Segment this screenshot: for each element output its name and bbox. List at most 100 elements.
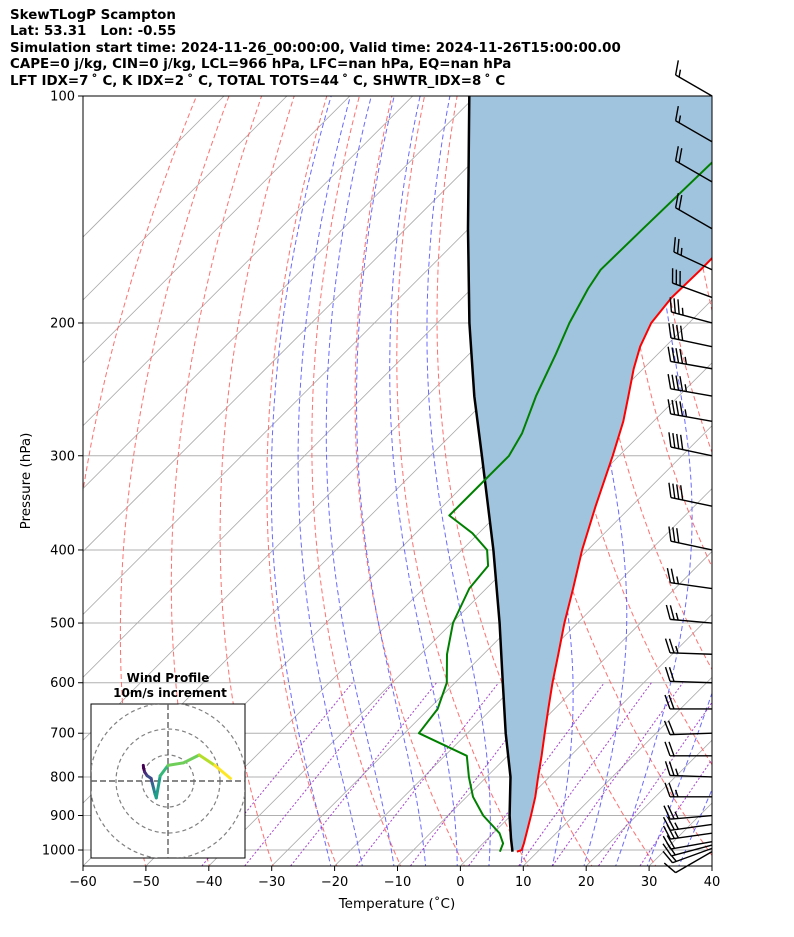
wind-barb-shaft	[670, 360, 713, 370]
wind-barb	[663, 805, 713, 820]
wind-barb	[668, 482, 713, 507]
simulation-times: Simulation start time: 2024-11-26_00:00:…	[10, 40, 621, 56]
wind-barb-flag	[672, 527, 676, 543]
wind-barb	[668, 323, 713, 348]
wind-barb-flag	[664, 761, 671, 776]
mixing-ratio-line	[551, 682, 684, 866]
wind-barb-half-flag	[675, 645, 679, 654]
wind-barb-flag	[671, 399, 676, 415]
wind-barb-flag	[666, 816, 675, 831]
wind-barb-half-flag	[681, 307, 684, 316]
wind-barb-flag	[675, 400, 680, 416]
wind-barb-flag	[671, 347, 676, 363]
wind-barb	[662, 816, 713, 832]
mixing-ratio-line	[597, 701, 712, 866]
wind-barb-flag	[669, 605, 675, 620]
moist-adiabat	[646, 691, 712, 866]
convective-params: CAPE=0 j/kg, CIN=0 j/kg, LCL=966 hPa, LF…	[10, 57, 512, 73]
x-tick-label: −40	[195, 875, 222, 890]
y-tick-label: 100	[50, 90, 75, 105]
wind-barb	[667, 373, 713, 397]
isotherm	[83, 96, 414, 427]
wind-barb-flag	[667, 720, 675, 735]
moist-adiabat	[325, 96, 395, 866]
isotherm	[760, 61, 794, 881]
wind-barb	[664, 638, 713, 655]
wind-barb	[666, 567, 713, 590]
wind-barb	[663, 720, 713, 736]
wind-barb-flag	[662, 843, 673, 857]
x-tick-label: −30	[258, 875, 285, 890]
x-tick-label: −50	[132, 875, 159, 890]
wind-barb-flag	[675, 348, 680, 363]
wind-barb-shaft	[670, 814, 713, 820]
x-tick-label: 0	[456, 875, 464, 890]
wind-barb-flag	[668, 761, 675, 776]
wind-barb-flag	[662, 850, 674, 864]
wind-barb-flag	[673, 298, 676, 314]
wind-barb-flag	[674, 106, 679, 121]
isotherm	[83, 96, 477, 490]
wind-barb	[664, 741, 712, 757]
wind-barb-shaft	[670, 832, 713, 840]
wind-barb	[669, 297, 713, 324]
wind-barb-shaft	[670, 823, 713, 832]
wind-barb	[674, 106, 713, 143]
wind-barb-flag	[669, 297, 673, 313]
wind-barb-flag	[679, 348, 684, 364]
wind-barb-shaft	[675, 74, 713, 97]
dry-adiabat	[119, 96, 230, 866]
wind-barb-flag	[662, 835, 672, 850]
dry-adiabat	[513, 96, 712, 857]
y-tick-label: 700	[50, 727, 75, 742]
wind-barb-shaft	[670, 618, 713, 624]
wind-barb	[668, 526, 713, 551]
wind-barb	[665, 604, 713, 624]
y-tick-label: 200	[50, 316, 75, 331]
dry-adiabat	[549, 96, 712, 766]
wind-barb-flag	[671, 374, 676, 390]
moist-adiabat	[678, 788, 712, 866]
wind-barb-shaft	[671, 844, 713, 857]
cin-shading	[468, 96, 712, 850]
wind-barb-half-flag	[675, 768, 679, 776]
hodograph-segment	[197, 753, 217, 767]
wind-barb-half-flag	[674, 831, 679, 839]
dry-adiabat	[781, 79, 794, 869]
isotherm	[459, 613, 712, 866]
wind-barb-half-flag	[684, 356, 688, 365]
y-tick-label: 300	[50, 449, 75, 464]
isotherm	[83, 96, 540, 553]
wind-barb-flag	[679, 376, 684, 391]
wind-barb-flag	[668, 482, 672, 498]
wind-barb-flag	[667, 399, 672, 415]
wind-barb-shaft	[670, 680, 713, 684]
wind-barb-half-flag	[671, 855, 677, 862]
wind-barb-half-flag	[674, 789, 679, 798]
wind-barb-shaft	[675, 207, 713, 230]
wind-barb-half-flag	[678, 69, 682, 78]
wind-barb-flag	[678, 195, 683, 210]
wind-barb	[668, 432, 713, 457]
wind-barb	[664, 782, 712, 798]
wind-barb-shaft	[670, 774, 713, 778]
moist-adiabat	[270, 96, 332, 866]
wind-barb-flag	[664, 782, 671, 798]
dry-adiabat	[354, 96, 465, 866]
mixing-ratio-line	[244, 682, 394, 866]
hodograph-segment	[182, 753, 201, 765]
wind-barb-shaft	[670, 581, 713, 590]
wind-barb-shaft	[675, 160, 713, 183]
dry-adiabat	[266, 96, 338, 866]
stability-indices: LFT IDX=7 ˚ C, K IDX=2 ˚ C, TOTAL TOTS=4…	[10, 73, 506, 89]
x-tick-label: 10	[515, 875, 532, 890]
wind-barb-shaft	[670, 446, 713, 457]
wind-barb	[673, 237, 713, 271]
isotherm	[83, 96, 288, 301]
wind-barb-shaft	[670, 652, 713, 655]
hodograph-subtitle: 10m/s increment	[113, 686, 227, 700]
wind-barb-shaft	[670, 413, 713, 422]
wind-barb-flag	[676, 238, 680, 254]
wind-barb-flag	[672, 433, 676, 448]
